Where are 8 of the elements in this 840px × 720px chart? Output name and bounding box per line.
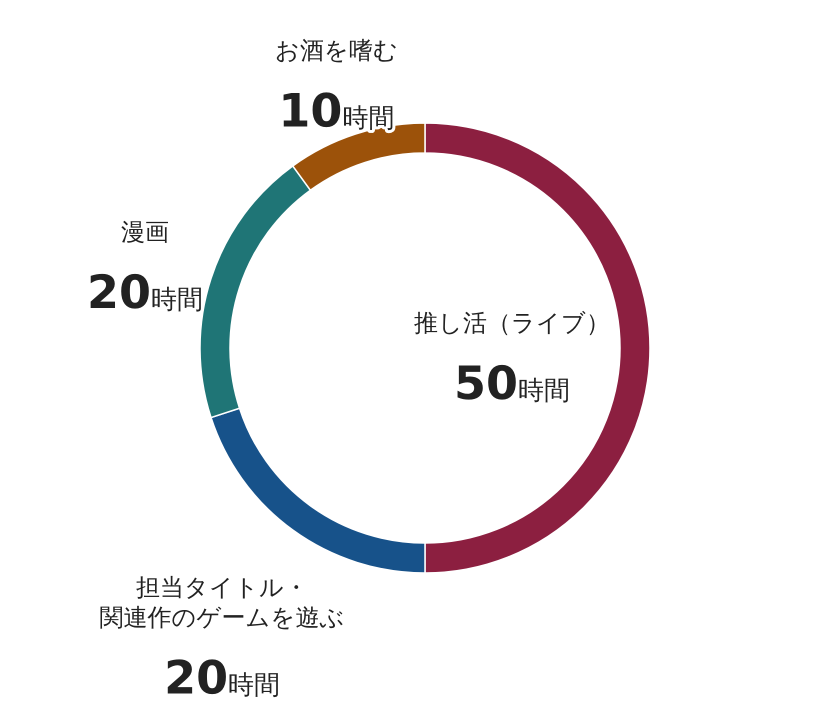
slice-label: お酒を嗜む bbox=[274, 36, 398, 64]
data-label: 10時間 bbox=[278, 83, 394, 138]
slice-label: 推し活（ライブ） bbox=[414, 309, 610, 337]
slice-label: 漫画 bbox=[121, 218, 169, 246]
data-label: 20時間 bbox=[164, 650, 280, 704]
data-label: 50時間 bbox=[454, 356, 570, 410]
slice-label: 担当タイトル・関連作のゲームを遊ぶ bbox=[100, 573, 345, 632]
data-label: 20時間 bbox=[86, 265, 204, 320]
